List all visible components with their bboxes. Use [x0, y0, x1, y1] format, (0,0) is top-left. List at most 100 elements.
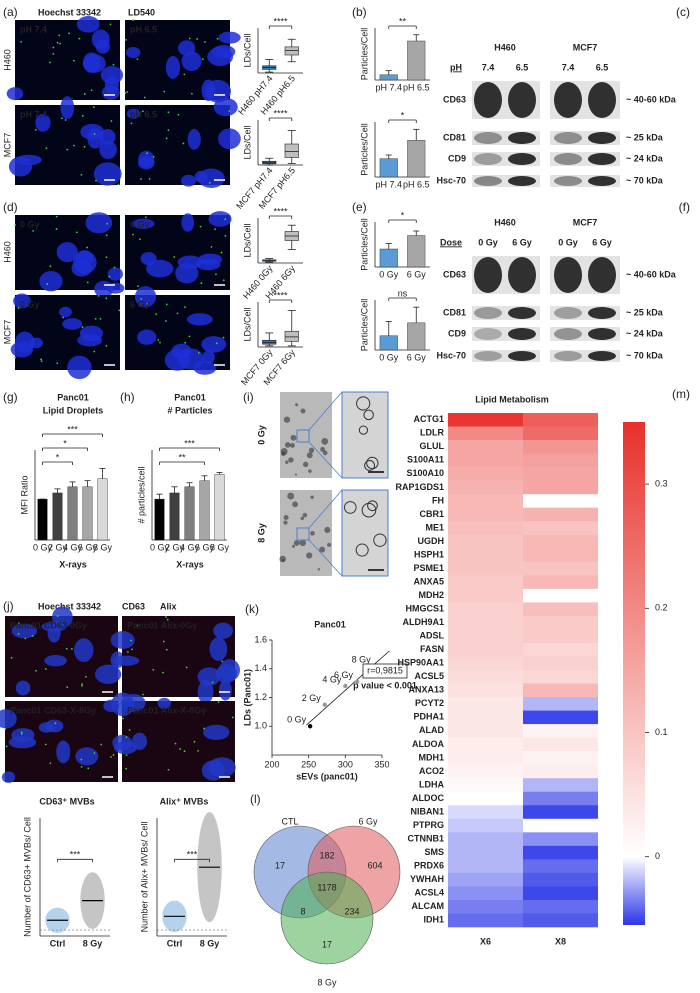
x-tick-label: 4 Gy: [180, 542, 200, 552]
heat-cell: [523, 832, 598, 847]
protein-label: CD63: [443, 269, 466, 279]
stain-dot: [144, 216, 147, 219]
stain-dot: [231, 716, 234, 719]
stain-dot: [118, 309, 121, 312]
tem-particle: [300, 408, 306, 414]
stain-dot: [65, 647, 68, 650]
stain-dot: [94, 317, 97, 320]
stain-label: Alix: [160, 601, 177, 611]
stain-dot: [208, 182, 211, 184]
tem-particle: [322, 450, 328, 456]
stain-dot: [93, 350, 96, 353]
stain-dot: [99, 317, 102, 320]
x-tick-label: 6 Gy: [78, 542, 98, 552]
heat-cell: [448, 548, 523, 563]
y-axis-label: # particles/cell: [136, 466, 146, 523]
stain-dot: [44, 743, 47, 746]
significance: *: [63, 438, 67, 448]
stain-dot: [183, 73, 186, 76]
significance: ****: [273, 206, 288, 216]
nucleus: [56, 242, 78, 263]
nucleus: [217, 128, 241, 150]
stain-dot: [112, 754, 115, 756]
y-axis-label: Number of CD63+ MVBs/ Cell: [22, 817, 32, 937]
tem-particle: [324, 526, 331, 534]
image-label: Panc01 Alix-0Gy: [127, 620, 197, 630]
nucleus: [10, 341, 34, 358]
blot-band: [508, 132, 536, 144]
row-label: LDLR: [420, 428, 444, 438]
lane-label: 0 Gy: [558, 237, 578, 247]
row-label: ALAD: [419, 725, 444, 735]
stain-dot: [90, 89, 93, 92]
stain-dot: [49, 265, 52, 268]
bar: [379, 158, 398, 178]
annotation: r=0,9815: [367, 665, 403, 675]
stain-dot: [220, 251, 223, 254]
bar: [407, 322, 426, 351]
plot-title: # Particles: [167, 405, 212, 415]
x-tick-label: pH 6.5: [403, 179, 430, 189]
tem-particle: [284, 442, 291, 448]
x-tick-label: pH 7.4: [375, 179, 402, 189]
row-label: H460: [2, 241, 12, 263]
tem-particle: [288, 457, 294, 463]
panel-label: (h): [120, 390, 135, 404]
heat-cell: [523, 710, 598, 725]
stain-dot: [165, 303, 168, 306]
size-label: ~ 40-60 kDa: [626, 94, 677, 104]
x-tick-label: 2 Gy: [48, 542, 68, 552]
tem-particle: [279, 555, 286, 563]
nucleus: [56, 740, 71, 764]
stain-dot: [49, 61, 51, 64]
stain-dot: [49, 762, 52, 765]
nucleus: [219, 659, 241, 682]
heat-cell: [448, 710, 523, 725]
stain-dot: [224, 218, 227, 221]
x-tick-label: 350: [374, 759, 389, 769]
nucleus: [197, 667, 221, 686]
bar: [169, 492, 180, 541]
nucleus: [100, 66, 124, 85]
blot-band: [588, 132, 616, 144]
heat-cell: [448, 913, 523, 928]
heat-cell: [448, 467, 523, 481]
condition-label: Dose: [440, 237, 462, 247]
zoom-link: [308, 441, 343, 479]
nucleus: [15, 680, 31, 696]
nucleus: [165, 55, 181, 79]
lane-label: 6.5: [516, 62, 529, 72]
size-label: ~ 70 kDa: [626, 350, 664, 360]
plot-title: CD63⁺ MVBs: [39, 796, 94, 806]
y-axis-label: LDs/Cell: [242, 33, 252, 67]
heat-cell: [448, 737, 523, 752]
tem-particle: [306, 452, 313, 459]
size-label: ~ 25 kDa: [626, 132, 664, 142]
row-label: SMS: [424, 847, 444, 857]
stain-dot: [211, 681, 214, 684]
stain-dot: [58, 34, 61, 37]
stain-dot: [146, 302, 148, 305]
stain-dot: [152, 668, 155, 671]
significance: ***: [187, 850, 198, 860]
row-label: ME1: [425, 522, 444, 532]
stain-dot: [55, 215, 58, 218]
heat-cell: [523, 602, 598, 617]
lane-label: 6.5: [596, 62, 609, 72]
vesicle: [356, 396, 371, 411]
protein-label: CD63: [443, 94, 466, 104]
stain-dot: [73, 144, 75, 147]
nucleus: [101, 85, 120, 101]
stain-dot: [222, 336, 225, 339]
heat-cell: [448, 697, 523, 711]
stain-dot: [126, 91, 129, 93]
stain-dot: [87, 767, 90, 770]
stain-dot: [124, 104, 127, 107]
stain-dot: [105, 297, 108, 300]
plot-title: Panc01: [57, 392, 89, 402]
stain-dot: [155, 313, 158, 315]
row-label: MDH1: [418, 752, 444, 762]
blot-band: [474, 257, 502, 293]
panel-label: (g): [3, 390, 18, 404]
stain-dot: [222, 279, 225, 282]
